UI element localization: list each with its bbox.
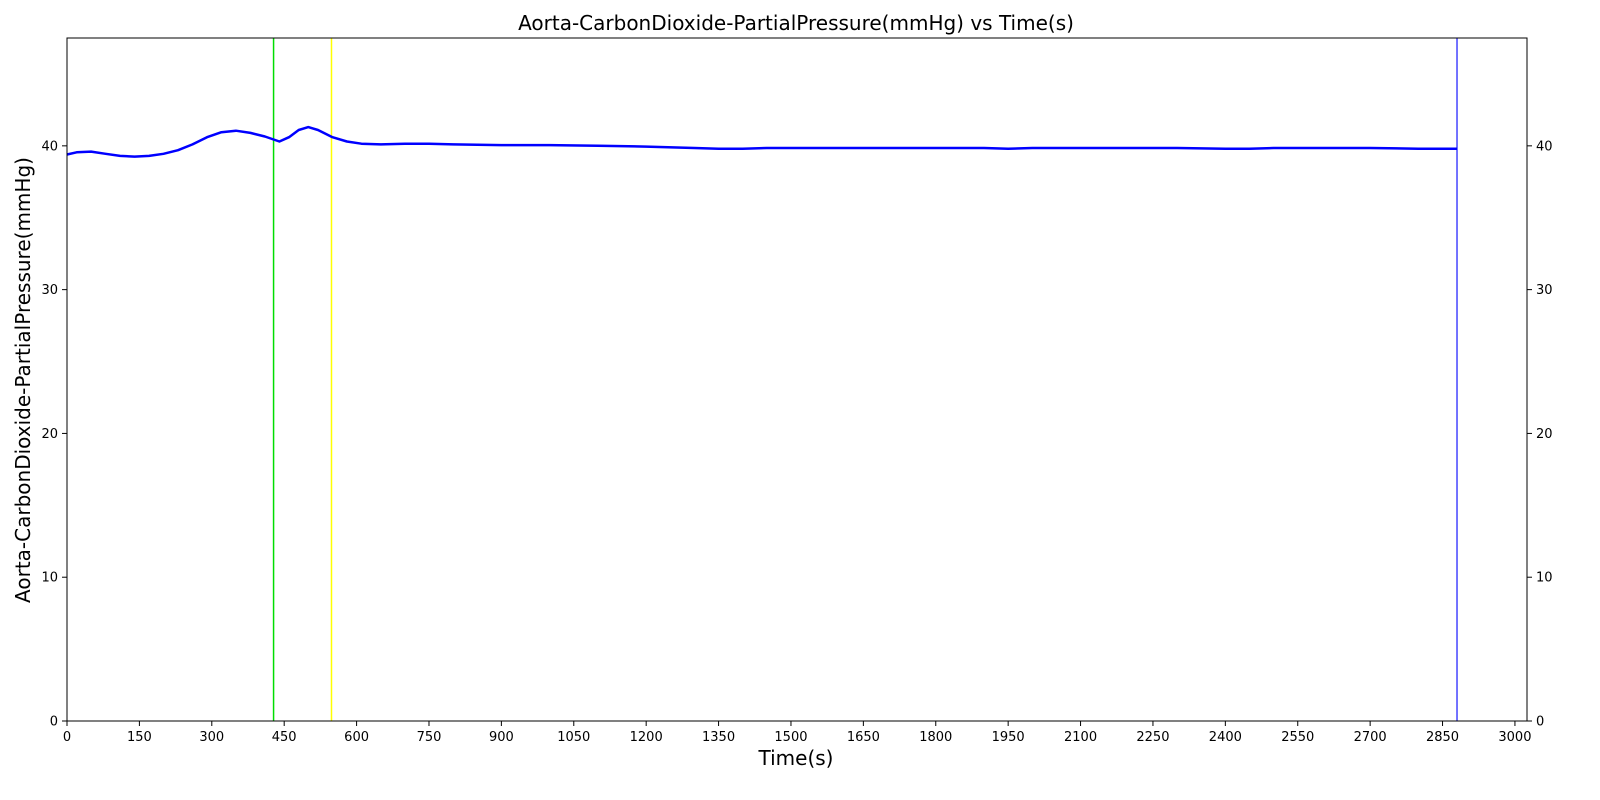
y-right-tick-label: 30 xyxy=(1536,283,1553,298)
y-tick-label: 40 xyxy=(41,139,58,154)
y-right-tick-label: 0 xyxy=(1536,715,1544,730)
x-tick-label: 1200 xyxy=(630,730,663,745)
y-right-tick-label: 10 xyxy=(1536,571,1553,586)
y-tick-label: 10 xyxy=(41,571,58,586)
plot-frame xyxy=(66,37,1528,722)
x-tick-label: 2550 xyxy=(1281,730,1314,745)
x-tick-label: 600 xyxy=(344,730,369,745)
x-tick-label: 2400 xyxy=(1209,730,1242,745)
x-tick-label: 450 xyxy=(272,730,297,745)
x-axis: 0 150 300 450 600 750 900 1050 1200 1350 1500 1650 1… xyxy=(63,721,1531,745)
y-tick-label: 0 xyxy=(50,715,58,730)
x-tick-label: 1800 xyxy=(919,730,952,745)
x-tick-label: 1950 xyxy=(992,730,1025,745)
x-tick-label: 1050 xyxy=(557,730,590,745)
series-line-1 xyxy=(66,125,1457,158)
x-tick-label: 300 xyxy=(199,730,224,745)
x-tick-label: 2850 xyxy=(1426,730,1459,745)
x-tick-label: 750 xyxy=(417,730,442,745)
x-tick-label: 2250 xyxy=(1136,730,1169,745)
x-tick-label: 1350 xyxy=(702,730,735,745)
y-axis-right: 0 10 20 30 40 xyxy=(1527,139,1553,730)
x-tick-label: 150 xyxy=(127,730,152,745)
y-axis-left: 0 10 20 30 40 xyxy=(41,139,67,730)
x-axis-label: Time(s) xyxy=(758,746,834,770)
x-tick-label: 2100 xyxy=(1064,730,1097,745)
chart-title: Aorta-CarbonDioxide-PartialPressure(mmHg… xyxy=(518,11,1074,35)
y-axis-label: Aorta-CarbonDioxide-PartialPressure(mmHg… xyxy=(11,157,35,603)
x-tick-label: 900 xyxy=(489,730,514,745)
y-right-tick-label: 20 xyxy=(1536,427,1553,442)
x-tick-label: 1500 xyxy=(774,730,807,745)
x-tick-label: 1650 xyxy=(847,730,880,745)
x-tick-label: 0 xyxy=(63,730,71,745)
x-tick-label: 3000 xyxy=(1498,730,1531,745)
y-tick-label: 20 xyxy=(41,427,58,442)
y-right-tick-label: 40 xyxy=(1536,139,1553,154)
plot-area xyxy=(66,38,1458,721)
y-tick-label: 30 xyxy=(41,283,58,298)
x-tick-label: 2700 xyxy=(1354,730,1387,745)
